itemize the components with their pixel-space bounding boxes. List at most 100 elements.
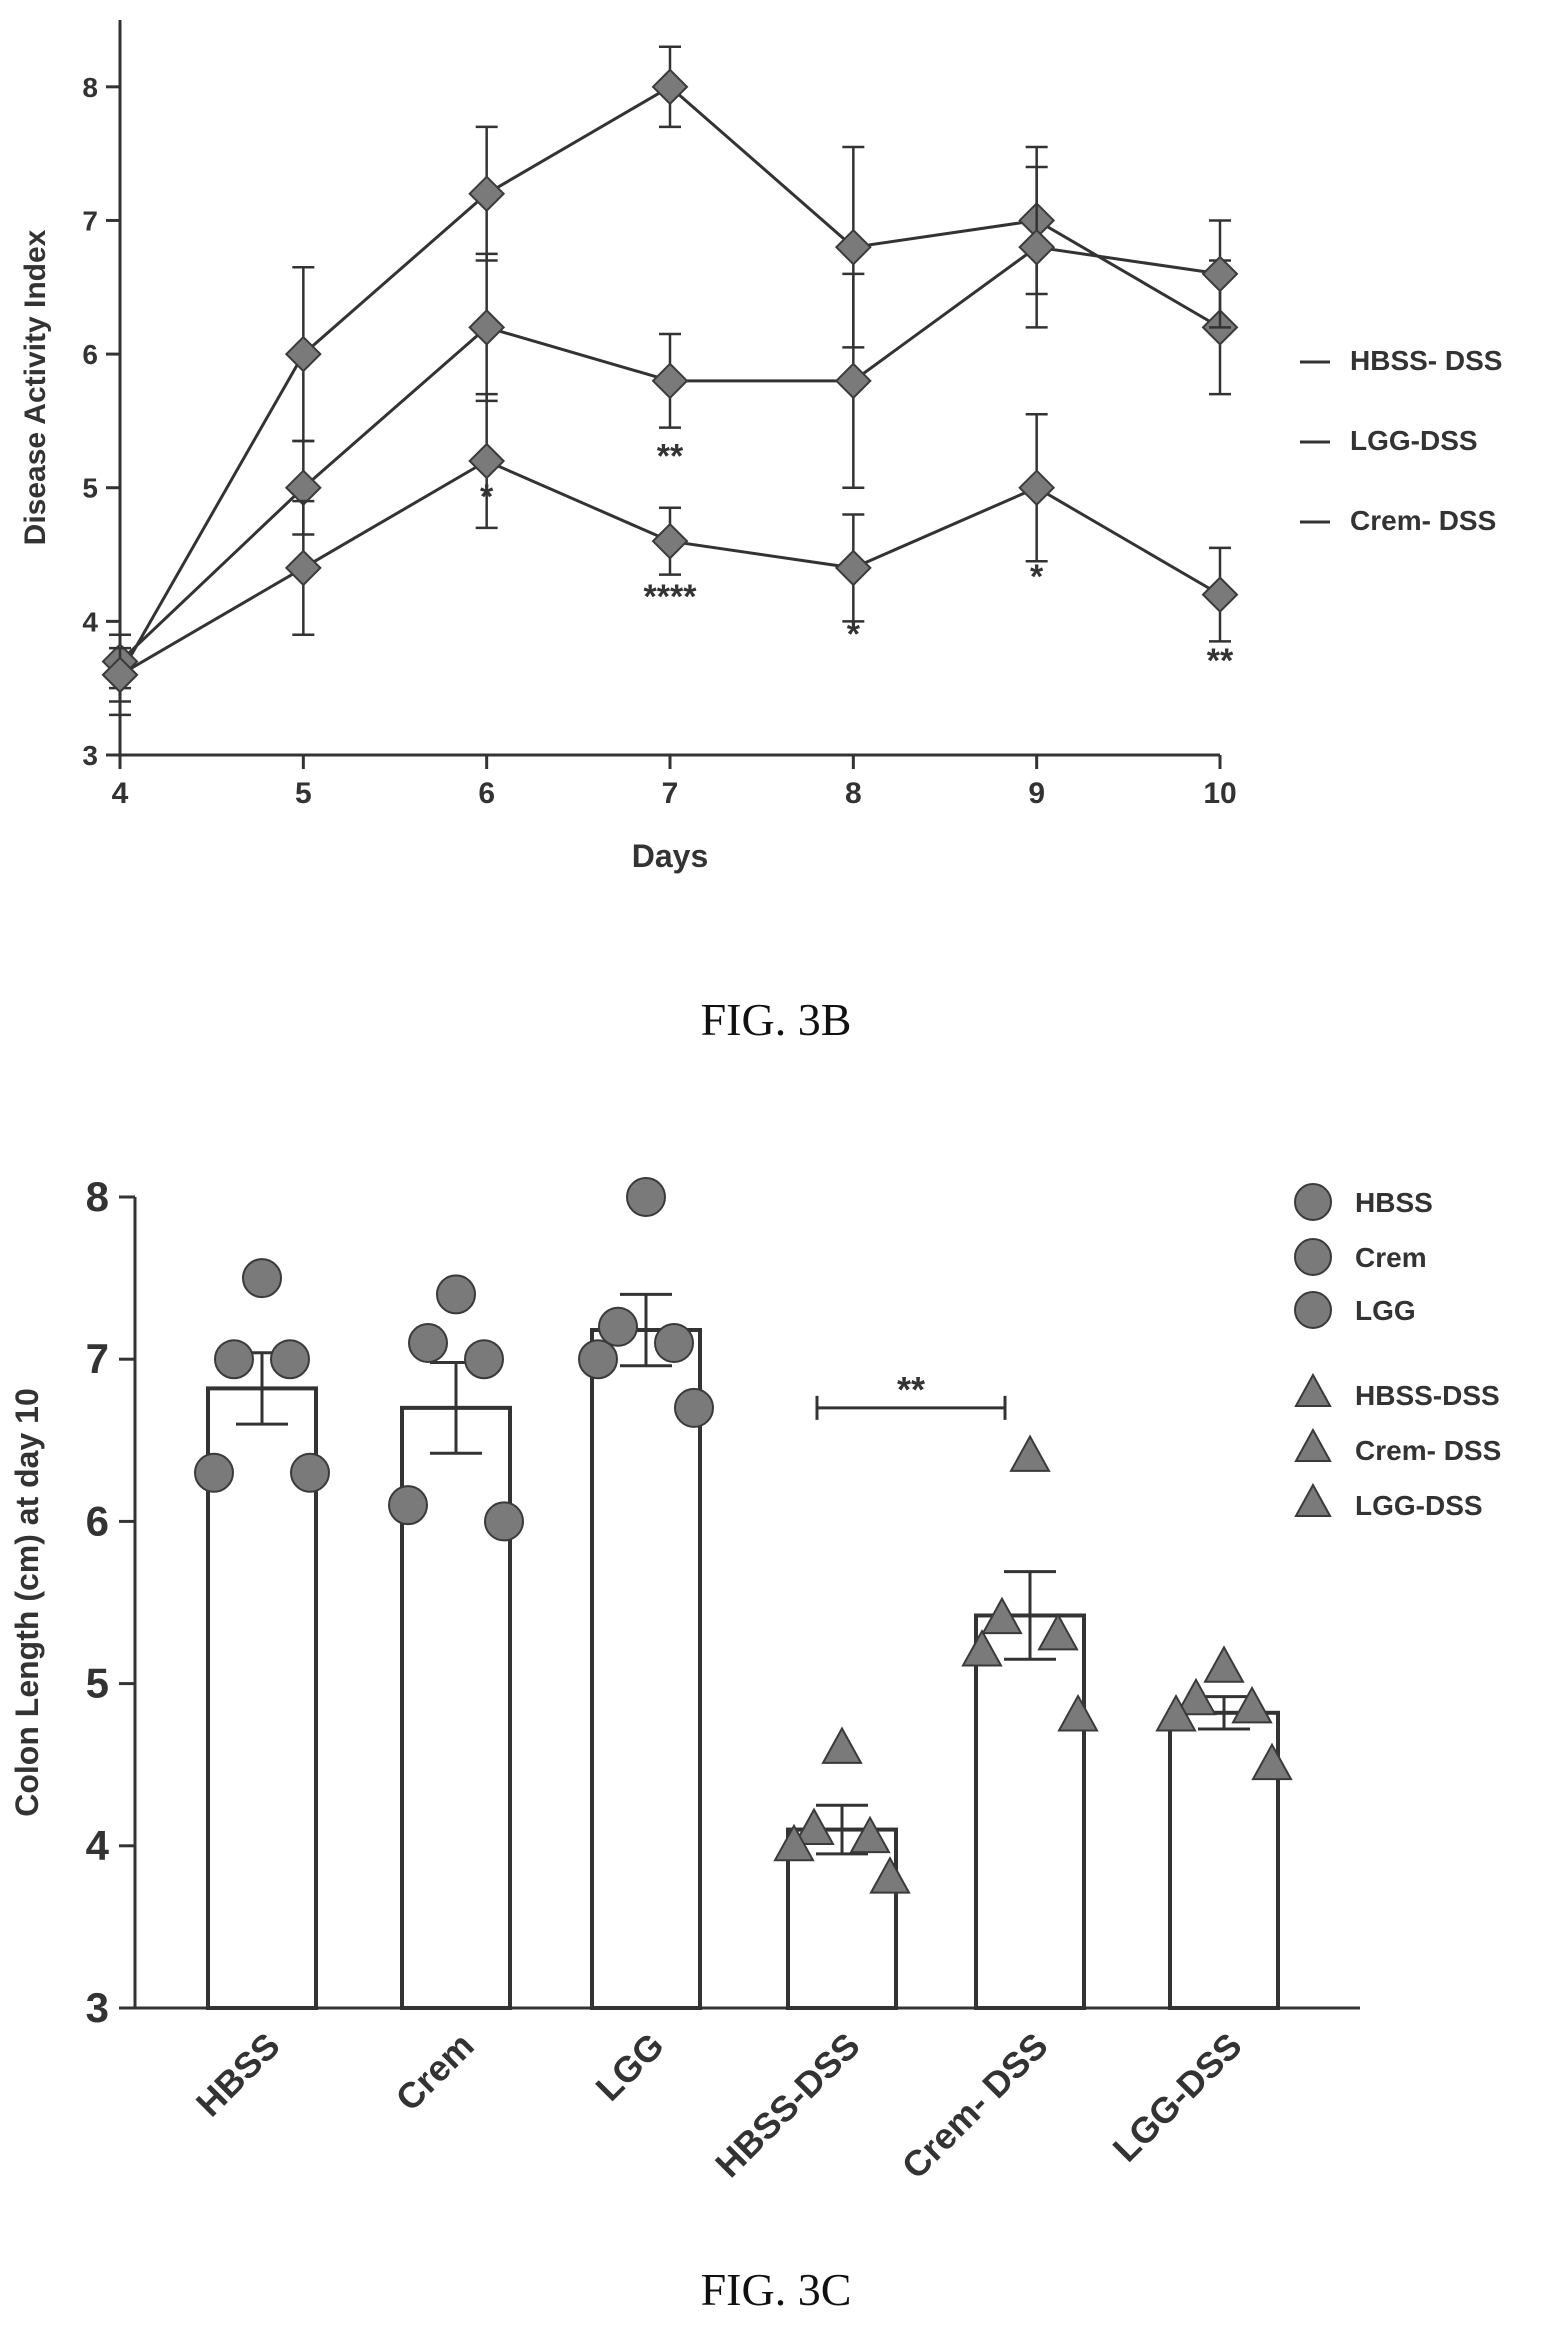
data-point [849,1815,891,1854]
data-point [674,1387,714,1428]
legend-label: LGG [1355,1295,1416,1326]
x-tick-label: 4 [112,777,129,810]
data-point [436,1274,476,1315]
significance-marker: ** [657,438,684,476]
data-point [194,1452,234,1493]
y-tick-label: 5 [82,473,98,504]
data-point [773,1823,815,1862]
y-tick-label: 7 [86,1335,109,1382]
y-tick-label: 7 [82,205,98,236]
data-point [626,1177,666,1217]
bar-group-3 [773,1726,911,2010]
bar-group-0 [194,1258,330,2010]
data-point [1203,1645,1245,1683]
data-point [834,362,872,400]
significance-marker: * [480,478,494,516]
data-point [1175,1677,1217,1716]
data-point [484,1501,524,1542]
x-tick-label: 6 [478,777,495,810]
significance-marker: **** [644,578,698,616]
legend-label: Crem- DSS [1350,505,1496,536]
y-axis-label: Colon Length (cm) at day 10 [9,1388,45,1816]
data-point [1231,1685,1273,1724]
data-point [654,1322,694,1363]
data-point [1155,1693,1197,1732]
x-tick-label: Crem- DSS [894,2025,1056,2187]
bar [206,1386,318,2010]
data-point [408,1322,448,1363]
data-point [1018,228,1056,266]
bar-group-2 [578,1177,714,2010]
series-2 [101,392,1239,703]
data-point [651,362,689,400]
y-tick-label: 6 [82,339,98,370]
data-point [101,656,139,694]
legend-label: Crem [1355,1242,1427,1273]
data-point [290,1452,330,1493]
significance-marker: * [847,615,861,653]
bar [974,1613,1086,2010]
y-axis-label: Disease Activity Index [19,229,52,545]
legend-label: HBSS- DSS [1350,345,1502,376]
y-tick-label: 3 [82,740,98,771]
data-point [821,1726,863,1764]
legend-swatch [1294,1183,1332,1221]
x-tick-label: 8 [845,777,862,810]
bar-group-5 [1155,1645,1293,2011]
y-tick-label: 8 [82,72,98,103]
x-tick-label: HBSS [188,2025,288,2125]
y-tick-label: 4 [82,606,98,637]
x-tick-label: 5 [295,777,312,810]
data-point [981,1596,1023,1635]
data-point [284,335,322,373]
bar-group-1 [388,1274,524,2010]
data-point [1201,255,1239,293]
data-point [284,549,322,587]
data-point [468,308,506,346]
chart-fig-3c: 3 4 5 6 7 8 Colon Length (cm) at day 10 HBSS Cre… [9,1173,1501,2187]
data-point [468,175,506,213]
legend-swatch [1294,1427,1332,1462]
legend-label: LGG-DSS [1355,1490,1483,1521]
legend-label: HBSS [1355,1187,1433,1218]
bar [590,1328,702,2010]
legend-label: HBSS-DSS [1355,1380,1500,1411]
caption-fig-3b: FIG. 3B [701,994,852,1045]
legend-swatch [1294,1482,1332,1517]
data-point [1018,469,1056,507]
y-tick-label: 8 [86,1173,109,1220]
legend-swatch [1294,1372,1332,1407]
data-point [242,1258,282,1299]
data-point [578,1339,618,1380]
y-tick-label: 3 [86,1984,109,2031]
data-point [1037,1612,1079,1651]
x-tick-label: HBSS-DSS [707,2025,868,2186]
x-tick-label: 10 [1203,777,1236,810]
data-point [388,1485,428,1526]
data-point [1057,1693,1099,1732]
data-point [651,522,689,560]
data-point [468,442,506,480]
data-point [1009,1434,1051,1472]
data-point [834,228,872,266]
legend-swatch [1294,1291,1332,1329]
y-tick-label: 6 [86,1497,109,1544]
data-point [651,68,689,106]
x-tick-label: LGG-DSS [1105,2025,1250,2170]
data-point [834,549,872,587]
caption-fig-3c: FIG. 3C [701,2264,852,2315]
data-point [961,1629,1003,1667]
significance-marker: ** [897,1369,925,1410]
bar [1168,1710,1280,2011]
y-tick-label: 4 [86,1822,110,1869]
data-point [464,1339,504,1380]
x-tick-label: LGG [588,2025,672,2109]
x-tick-label: 7 [662,777,679,810]
significance-marker: * [1030,558,1044,596]
x-tick-label: Crem [388,2025,482,2119]
legend-label: LGG-DSS [1350,425,1478,456]
data-point [598,1306,638,1347]
data-point [1251,1742,1293,1781]
